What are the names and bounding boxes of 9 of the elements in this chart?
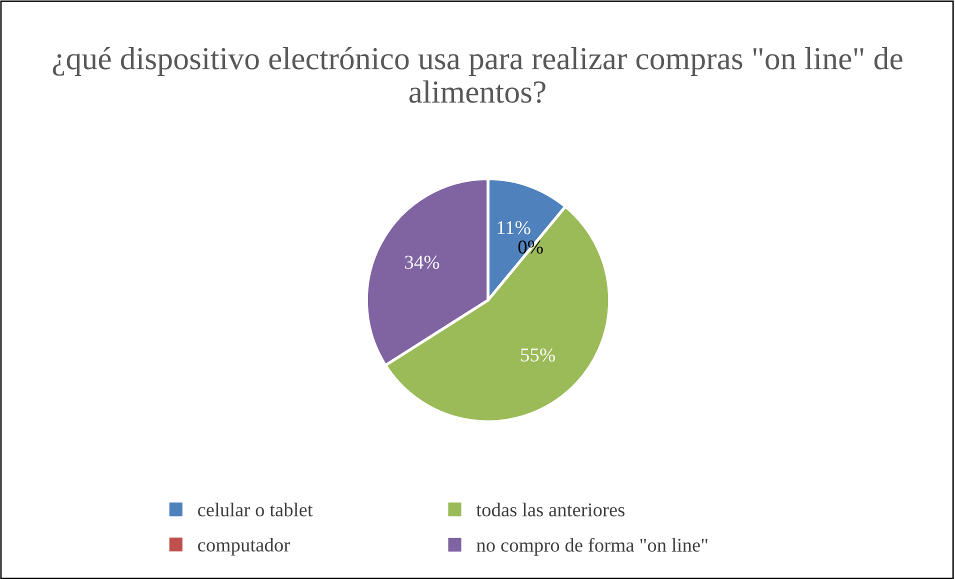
data-label: 11% <box>498 221 530 234</box>
legend-label: celular o tablet <box>198 502 313 516</box>
text: 0% <box>518 240 543 254</box>
data-label: 55% <box>521 348 555 362</box>
chart-title: ¿qué dispositivo electrónico usa para realizar compras "on line" de alimentos? <box>52 46 902 104</box>
data-label: 34% <box>405 256 440 269</box>
legend-label: no compro de forma "on line" <box>476 538 708 556</box>
legend-label: computador <box>198 538 290 556</box>
legend-label: todas las anteriores <box>476 502 624 516</box>
